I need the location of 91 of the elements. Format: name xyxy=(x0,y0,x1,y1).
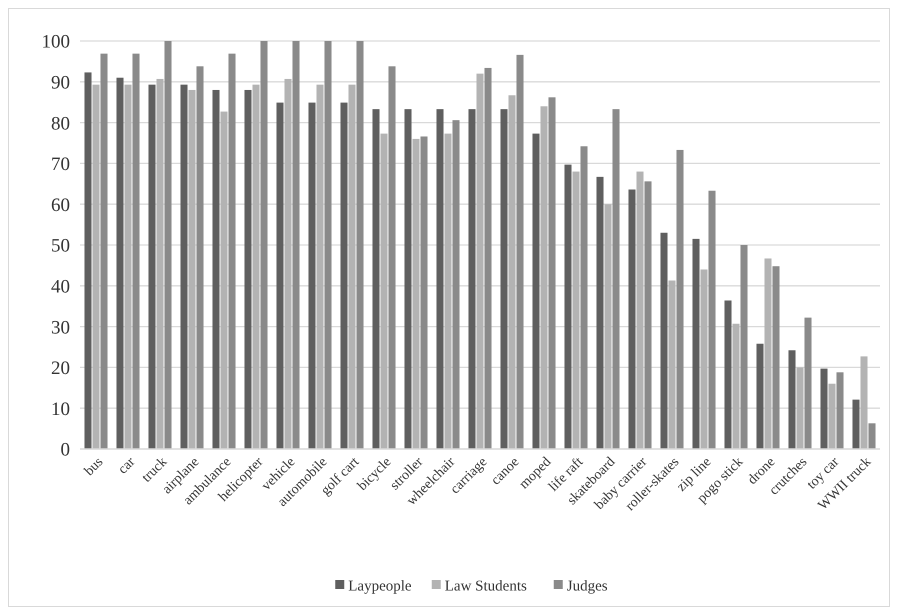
bar xyxy=(340,102,348,449)
bar xyxy=(124,84,132,449)
legend-label: Judges xyxy=(566,578,608,594)
bar xyxy=(156,78,164,449)
bar xyxy=(660,232,668,449)
y-tick-label: 80 xyxy=(51,113,70,134)
bar xyxy=(188,90,196,449)
bar xyxy=(132,54,140,449)
bar xyxy=(868,423,876,449)
bar xyxy=(308,102,316,449)
y-tick-label: 0 xyxy=(60,440,70,461)
bar xyxy=(436,109,444,449)
bar xyxy=(740,245,748,449)
y-tick-label: 40 xyxy=(51,276,70,298)
bar xyxy=(444,134,452,449)
bar xyxy=(164,41,172,449)
bar xyxy=(468,109,476,449)
x-tick-label: car xyxy=(116,454,139,478)
bar xyxy=(572,172,580,449)
bar xyxy=(692,238,700,449)
bar xyxy=(180,84,188,449)
bar xyxy=(852,400,860,449)
bar xyxy=(252,84,260,449)
bar xyxy=(604,204,612,449)
bar xyxy=(220,112,228,449)
bar xyxy=(324,41,332,449)
bar xyxy=(452,120,460,449)
bar xyxy=(516,54,524,449)
bar xyxy=(804,318,812,449)
bar xyxy=(644,181,652,449)
bar xyxy=(676,150,684,449)
bar xyxy=(244,90,252,449)
bar xyxy=(116,78,124,449)
bar xyxy=(284,78,292,449)
y-tick-label: 20 xyxy=(51,358,70,380)
bar xyxy=(276,102,284,449)
x-tick-label: bus xyxy=(82,454,106,480)
y-tick-label: 30 xyxy=(51,317,70,338)
bar xyxy=(708,190,716,449)
bar xyxy=(788,350,796,449)
y-tick-label: 50 xyxy=(51,236,70,257)
bar xyxy=(316,84,324,449)
bar xyxy=(100,54,108,449)
bar xyxy=(820,368,828,449)
bar xyxy=(596,176,604,449)
bar xyxy=(628,190,636,449)
bar xyxy=(508,95,516,449)
bar xyxy=(756,344,764,449)
bar xyxy=(580,146,588,449)
bar xyxy=(388,66,396,449)
bar xyxy=(84,72,92,449)
bar xyxy=(612,109,620,449)
bar xyxy=(148,84,156,449)
bar xyxy=(564,164,572,449)
bar xyxy=(700,269,708,449)
bar xyxy=(772,266,780,449)
y-tick-label: 70 xyxy=(51,154,70,176)
bar xyxy=(260,41,268,449)
y-tick-label: 90 xyxy=(51,72,70,94)
bar xyxy=(404,109,412,449)
bar xyxy=(292,41,300,449)
bar xyxy=(356,41,364,449)
bar xyxy=(212,90,220,449)
bar xyxy=(732,324,740,449)
y-tick-label: 60 xyxy=(51,194,70,216)
y-tick-label: 100 xyxy=(42,32,70,53)
y-tick-label: 10 xyxy=(51,398,70,420)
bar xyxy=(420,136,428,449)
bar xyxy=(668,280,676,449)
bar xyxy=(548,97,556,449)
bar xyxy=(836,372,844,449)
bar xyxy=(860,356,868,449)
bar xyxy=(500,109,508,449)
bar xyxy=(372,109,380,449)
bar xyxy=(92,84,100,449)
bar xyxy=(724,300,732,449)
bar xyxy=(412,138,420,449)
bar xyxy=(484,68,492,449)
bar xyxy=(476,74,484,449)
legend-label: Laypeople xyxy=(348,578,412,594)
bar xyxy=(636,172,644,449)
bar xyxy=(532,134,540,449)
bar xyxy=(540,106,548,449)
bar xyxy=(348,84,356,449)
bar xyxy=(796,367,804,449)
bar xyxy=(380,134,388,449)
legend-label: Law Students xyxy=(444,578,527,594)
bar xyxy=(828,384,836,449)
bar xyxy=(196,66,204,449)
bar xyxy=(228,54,236,449)
bar xyxy=(764,258,772,449)
